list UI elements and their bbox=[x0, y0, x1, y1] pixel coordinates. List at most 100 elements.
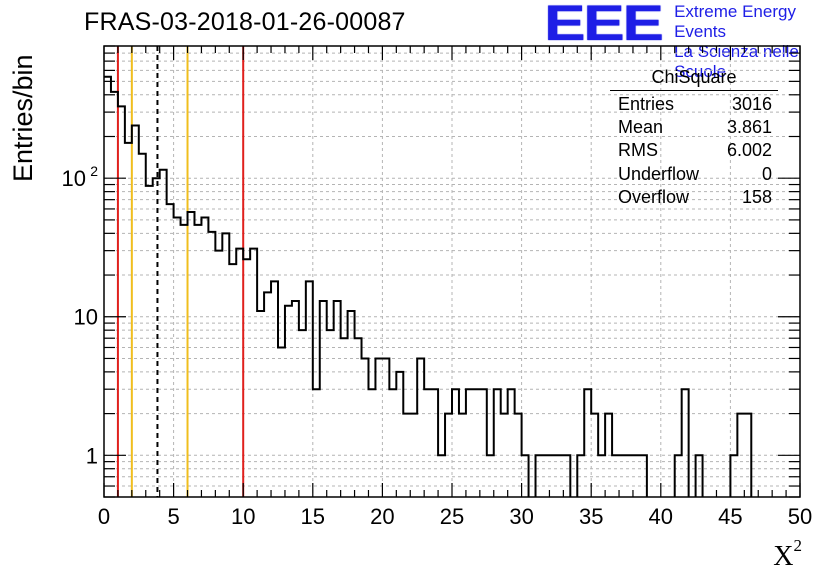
histogram-bin bbox=[737, 414, 744, 497]
histogram-bin bbox=[160, 170, 167, 497]
histogram-bin bbox=[313, 389, 320, 497]
histogram-bin bbox=[264, 292, 271, 497]
x-axis-label-exp: 2 bbox=[793, 536, 803, 555]
x-tick-label: 50 bbox=[788, 504, 812, 529]
histogram-bin bbox=[696, 455, 703, 497]
histogram-bin bbox=[501, 414, 508, 497]
histogram-bin bbox=[201, 218, 208, 497]
y-tick-label: 1 bbox=[86, 443, 98, 468]
histogram-bin bbox=[424, 389, 431, 497]
histogram-bin bbox=[153, 178, 160, 497]
histogram-bin bbox=[167, 204, 174, 497]
histogram-bin bbox=[417, 358, 424, 497]
y-tick-label: 10 bbox=[62, 166, 86, 191]
x-tick-label: 10 bbox=[231, 504, 255, 529]
x-axis-label: X2 bbox=[773, 536, 802, 573]
histogram-line bbox=[104, 75, 753, 497]
histogram-bin bbox=[215, 251, 222, 497]
stats-row: Underflow 0 bbox=[610, 163, 778, 186]
histogram-bin bbox=[104, 77, 111, 497]
histogram-bin bbox=[111, 92, 118, 497]
histogram-bin bbox=[208, 232, 215, 497]
histogram-bin bbox=[556, 455, 563, 497]
stats-row: Overflow 158 bbox=[610, 186, 778, 209]
histogram-bin bbox=[382, 358, 389, 497]
x-tick-label: 45 bbox=[718, 504, 742, 529]
y-tick-label-exp: 2 bbox=[90, 163, 98, 179]
histogram-bin bbox=[542, 455, 549, 497]
histogram-bin bbox=[431, 389, 438, 497]
x-tick-label: 25 bbox=[440, 504, 464, 529]
grid-lines bbox=[104, 46, 800, 497]
histogram-bin bbox=[619, 455, 626, 497]
chart-title: FRAS-03-2018-01-26-00087 bbox=[84, 8, 406, 36]
histogram-bin bbox=[508, 389, 515, 497]
histogram-bin bbox=[640, 455, 647, 497]
histogram-bin bbox=[522, 455, 529, 497]
stats-value: 158 bbox=[741, 186, 772, 207]
stats-label: Entries bbox=[618, 94, 675, 114]
histogram-bin bbox=[368, 389, 375, 497]
histogram-bin bbox=[438, 455, 445, 497]
stats-label: Overflow bbox=[618, 186, 690, 207]
logo-mark: EEE bbox=[544, 0, 664, 51]
histogram-bin bbox=[480, 389, 487, 497]
histogram-bin bbox=[494, 389, 501, 497]
histogram-bin bbox=[675, 455, 682, 497]
histogram-bin bbox=[348, 311, 355, 497]
histogram-bin bbox=[174, 218, 181, 497]
histogram-bin bbox=[306, 281, 313, 497]
histogram-bin bbox=[188, 212, 195, 497]
histogram-bin bbox=[257, 311, 264, 497]
histogram-bin bbox=[250, 249, 257, 497]
histogram-bin bbox=[633, 455, 640, 497]
x-tick-label: 35 bbox=[579, 504, 603, 529]
histogram-bin bbox=[355, 338, 362, 497]
histogram-bin bbox=[139, 154, 146, 497]
x-tick-label: 0 bbox=[98, 504, 110, 529]
stats-label: Underflow bbox=[618, 163, 700, 184]
histogram-bin bbox=[194, 225, 201, 497]
histogram-bin bbox=[626, 455, 633, 497]
reference-lines bbox=[116, 46, 245, 497]
stats-value: 3016 bbox=[731, 94, 772, 114]
histogram-bin bbox=[515, 414, 522, 497]
stats-row: Entries 3016 bbox=[610, 93, 778, 116]
stats-box: ChiSquare Entries 3016 Mean 3.861 RMS 6.002 Un… bbox=[610, 66, 778, 209]
stats-label: Mean bbox=[618, 117, 664, 138]
histogram-bin bbox=[591, 414, 598, 497]
histogram-bin bbox=[584, 389, 591, 497]
histogram-bin bbox=[181, 225, 188, 497]
histogram-bin bbox=[487, 455, 494, 497]
histogram-bin bbox=[605, 414, 612, 497]
x-tick-label: 15 bbox=[301, 504, 325, 529]
histogram-bin bbox=[563, 455, 570, 497]
histogram-bin bbox=[118, 106, 125, 497]
histogram-bin bbox=[125, 143, 132, 497]
stats-title: ChiSquare bbox=[610, 66, 778, 91]
stats-value: 3.861 bbox=[726, 117, 772, 138]
histogram-bin bbox=[334, 301, 341, 497]
histogram-bin bbox=[327, 330, 334, 497]
x-axis-label-chi: X bbox=[773, 541, 794, 572]
histogram-bin bbox=[146, 186, 153, 497]
histogram-bin bbox=[396, 372, 403, 497]
histogram-bin bbox=[229, 264, 236, 497]
histogram-bin bbox=[243, 259, 250, 497]
histogram-bin bbox=[577, 455, 584, 497]
histogram-bin bbox=[403, 414, 410, 497]
histogram-bin bbox=[299, 330, 306, 497]
histogram-bin bbox=[459, 414, 466, 497]
x-tick-label: 30 bbox=[509, 504, 533, 529]
histogram-bin bbox=[536, 455, 543, 497]
histogram-bin bbox=[452, 389, 459, 497]
histogram-bin bbox=[410, 414, 417, 497]
histogram-bin bbox=[292, 301, 299, 497]
histogram-bin bbox=[682, 389, 689, 497]
histogram-bin bbox=[222, 233, 229, 497]
histogram-bin bbox=[549, 455, 556, 497]
histogram-bin bbox=[271, 281, 278, 497]
histogram-bin bbox=[730, 455, 737, 497]
